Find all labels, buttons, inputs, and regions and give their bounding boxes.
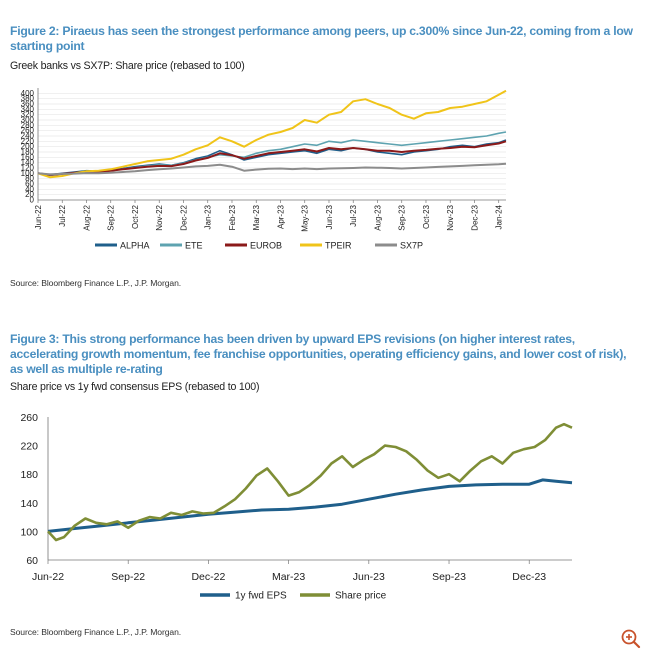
figure-2-subtitle: Greek banks vs SX7P: Share price (rebase… — [10, 60, 245, 72]
y-tick-label: 340 — [21, 105, 35, 114]
y-tick-label: 140 — [21, 158, 35, 167]
series-line-sx7p — [37, 162, 507, 176]
y-tick-label: 120 — [21, 164, 35, 173]
figure-2-chart: 0204060801001201401601802002202402602803… — [21, 88, 507, 251]
x-tick-label: Mar-23 — [252, 204, 261, 230]
series-line-1y-fwd-eps — [47, 478, 573, 533]
y-tick-label: 240 — [21, 132, 35, 141]
x-tick-label: Oct-23 — [422, 204, 431, 229]
y-tick-label: 100 — [20, 526, 38, 538]
x-tick-label: Apr-23 — [276, 204, 285, 229]
y-tick-label: 60 — [25, 180, 34, 189]
x-tick-label: May-23 — [301, 204, 310, 231]
x-tick-label: Oct-22 — [131, 204, 140, 229]
y-tick-label: 40 — [25, 185, 34, 194]
y-tick-label: 140 — [20, 498, 38, 510]
x-tick-label: Nov-23 — [446, 204, 455, 230]
legend-label-eurob: EUROB — [250, 241, 282, 251]
figure-3-chart: 60 100 140 180 220 260 Jun-22 Sep-22 Dec-22 Mar-2… — [20, 412, 573, 602]
x-tick-label: Aug-23 — [373, 204, 382, 230]
series-line-eurob — [37, 140, 507, 176]
x-tick-label: Jan-24 — [495, 204, 504, 229]
x-tick-label: Jul-22 — [58, 204, 67, 226]
x-tick-label: Dec-22 — [191, 571, 225, 583]
legend-label-ete: ETE — [185, 241, 203, 251]
x-tick-label: Jan-23 — [204, 204, 213, 229]
x-tick-label: Jul-23 — [349, 204, 358, 226]
x-tick-label: Jun-22 — [32, 571, 64, 583]
y-tick-label: 180 — [21, 148, 35, 157]
y-tick-label: 260 — [20, 412, 38, 424]
legend-label-alpha: ALPHA — [120, 241, 150, 251]
x-tick-label: Mar-23 — [272, 571, 305, 583]
y-tick-label: 180 — [20, 469, 38, 481]
x-tick-label: Sep-22 — [111, 571, 145, 583]
series-line-share-price — [47, 422, 573, 542]
y-tick-label: 20 — [25, 190, 34, 199]
y-tick-label: 220 — [20, 441, 38, 453]
legend-label-sx7p: SX7P — [400, 241, 423, 251]
y-tick-label: 380 — [21, 94, 35, 103]
y-tick-label: 260 — [21, 126, 35, 135]
y-tick-label: 60 — [26, 555, 38, 567]
y-tick-label: 0 — [30, 196, 35, 205]
figure-2-title: Figure 2: Piraeus has seen the strongest… — [10, 24, 633, 53]
y-tick-label: 300 — [21, 116, 35, 125]
y-tick-label: 320 — [21, 110, 35, 119]
y-tick-label: 360 — [21, 100, 35, 109]
x-tick-label: Jun-23 — [353, 571, 385, 583]
legend-label-tpeir: TPEIR — [325, 241, 352, 251]
y-tick-label: 220 — [21, 137, 35, 146]
x-tick-label: Jun-23 — [325, 204, 334, 229]
figure-3-title: Figure 3: This strong performance has be… — [10, 332, 627, 376]
x-tick-label: Sep-22 — [107, 204, 116, 230]
x-tick-label: Nov-22 — [155, 204, 164, 230]
figure-2-source: Source: Bloomberg Finance L.P., J.P. Mor… — [10, 278, 182, 288]
y-tick-label: 400 — [21, 89, 35, 98]
y-tick-label: 160 — [21, 153, 35, 162]
series-line-tpeir — [37, 89, 507, 179]
x-tick-label: Sep-23 — [432, 571, 466, 583]
x-tick-label: Dec-23 — [470, 204, 479, 230]
y-tick-label: 80 — [25, 174, 34, 183]
x-tick-label: Jun-22 — [34, 204, 43, 229]
y-tick-label: 100 — [21, 169, 35, 178]
x-tick-label: Feb-23 — [228, 204, 237, 230]
figure-3-subtitle: Share price vs 1y fwd consensus EPS (reb… — [10, 381, 260, 393]
x-tick-label: Dec-23 — [512, 571, 546, 583]
legend-label-1y-fwd-eps: 1y fwd EPS — [235, 591, 287, 602]
zoom-in-icon[interactable] — [620, 628, 642, 650]
legend-label-share-price: Share price — [335, 591, 387, 602]
y-tick-label: 280 — [21, 121, 35, 130]
figure-3-source: Source: Bloomberg Finance L.P., J.P. Mor… — [10, 627, 182, 637]
y-tick-label: 200 — [21, 142, 35, 151]
x-tick-label: Sep-23 — [398, 204, 407, 230]
x-tick-label: Dec-22 — [179, 204, 188, 230]
x-tick-label: Aug-22 — [82, 204, 91, 230]
